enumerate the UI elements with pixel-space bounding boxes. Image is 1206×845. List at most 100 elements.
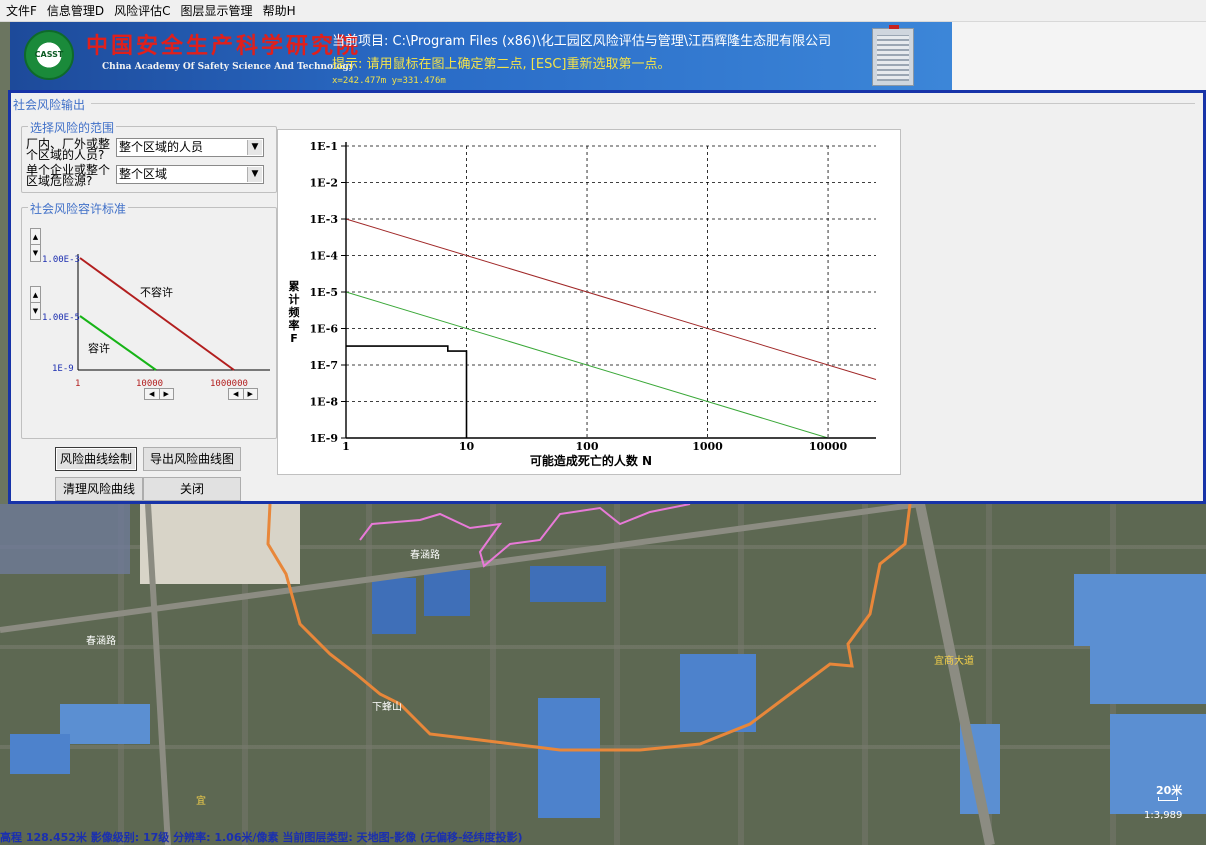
menu-risk-assessment[interactable]: 风险评估C: [114, 4, 171, 18]
spin-down-icon[interactable]: ▼: [32, 307, 39, 315]
fn-series-line-0: [345, 218, 877, 380]
status-bar: 高程 128.452米 影像级别: 17级 分辨率: 1.06米/像素 当前图层…: [0, 831, 523, 844]
x-tick-label: 10: [459, 440, 475, 453]
y-axis-label-char: 计: [289, 292, 300, 306]
y-axis-label-char: 率: [289, 318, 300, 332]
map-light-roof: [140, 504, 300, 584]
chevron-down-icon[interactable]: ▼: [247, 167, 262, 182]
criterion-xmid-label: 10000: [136, 379, 163, 389]
logo-text: CASST: [34, 50, 64, 59]
x-tick-label: 10000: [809, 440, 848, 453]
spin-right-icon[interactable]: ▶: [163, 390, 169, 398]
map-scale-bar: [1158, 797, 1178, 801]
map-blue-roof: [60, 704, 150, 744]
cursor-coordinates: x=242.477m y=331.476m: [332, 76, 446, 86]
road-label: 春涵路: [410, 548, 440, 561]
map-scale-label: 20米: [1156, 784, 1183, 797]
allowed-label: 容许: [88, 341, 110, 355]
upper-criterion-spinner[interactable]: ▲ ▼: [30, 228, 41, 262]
risk-range-legend: 选择风险的范围: [28, 119, 117, 136]
map-blue-roof: [10, 734, 70, 774]
close-button[interactable]: 关闭: [143, 477, 241, 501]
fn-series-line-1: [345, 291, 829, 439]
hint-text: 提示: 请用鼠标在图上确定第二点, [ESC]重新选取第一点。: [332, 57, 671, 72]
dialog-title: 社会风险输出: [13, 96, 88, 113]
map-blue-roof: [538, 698, 600, 818]
hazard-scope-select[interactable]: 整个区域 ▼: [116, 165, 264, 184]
criterion-lower-value: 1.00E-5: [42, 313, 80, 323]
mid-criterion-hspinner[interactable]: ◀ ▶: [144, 388, 174, 400]
personnel-scope-label: 厂内、厂外或整个区域的人员?: [26, 137, 111, 162]
spin-up-icon[interactable]: ▲: [31, 229, 40, 245]
x-tick-label: 1000: [692, 440, 723, 453]
criterion-xmin-label: 1: [75, 379, 80, 389]
x-tick-label: 1: [342, 440, 350, 453]
y-axis-label-char: 频: [289, 305, 300, 319]
map-blue-roof: [530, 566, 606, 602]
dialog-title-divider: [91, 103, 1195, 104]
not-allowed-label: 不容许: [140, 285, 173, 299]
current-project-path: 当前项目: C:\Program Files (x86)\化工园区风险评估与管理…: [332, 34, 832, 49]
y-tick-label: 1E-8: [310, 396, 339, 409]
spin-right-icon[interactable]: ▶: [247, 390, 253, 398]
max-criterion-hspinner[interactable]: ◀ ▶: [228, 388, 258, 400]
road-label: 宜商大道: [934, 654, 974, 667]
org-name-english: China Academy Of Safety Science And Tech…: [102, 62, 354, 72]
spin-down-icon[interactable]: ▼: [32, 249, 39, 257]
hazard-scope-value: 整个区域: [119, 167, 168, 181]
draw-risk-curve-button[interactable]: 风险曲线绘制: [55, 447, 137, 471]
risk-boundary-orange: [266, 504, 912, 752]
criterion-ymin-label: 1E-9: [52, 364, 74, 374]
menu-info-management[interactable]: 信息管理D: [46, 4, 105, 18]
spin-left-icon[interactable]: ◀: [145, 389, 160, 399]
y-tick-label: 1E-1: [310, 140, 338, 153]
tolerance-criterion-diagram: 1.00E-3 1.00E-5 1E-9 1 10000 1000000 不容许…: [42, 254, 270, 389]
personnel-scope-select[interactable]: 整个区域的人员 ▼: [116, 138, 264, 157]
y-axis-label-char: 累: [289, 280, 300, 293]
clear-risk-curve-button[interactable]: 清理风险曲线: [55, 477, 143, 501]
map-overlay: 春涵路 春涵路 下蜂山 宜商大道 宜: [0, 504, 1206, 845]
map-road: [145, 504, 171, 845]
building-image: [872, 25, 914, 86]
map-blue-roof: [372, 578, 416, 634]
y-tick-label: 1E-2: [310, 177, 338, 190]
fn-curve-chart-panel: 1E-1 1E-2 1E-3 1E-4 1E-5 1E-6 1E-7 1E-8 1E-9 1 10 1…: [277, 129, 901, 475]
y-tick-label: 1E-3: [310, 213, 338, 226]
banner-empty-area: [952, 22, 1206, 90]
y-tick-label: 1E-5: [310, 286, 338, 299]
y-tick-label: 1E-7: [310, 359, 338, 372]
risk-range-group: 选择风险的范围 厂内、厂外或整个区域的人员? 整个区域的人员 ▼ 单个企业或整个…: [21, 119, 277, 193]
spin-up-icon[interactable]: ▲: [31, 287, 40, 303]
org-name-chinese: 中国安全生产科学研究院: [86, 33, 362, 59]
menu-file[interactable]: 文件F: [6, 4, 37, 18]
map-blue-roof: [680, 654, 756, 732]
personnel-scope-value: 整个区域的人员: [119, 140, 204, 154]
map-blue-roof: [424, 570, 470, 616]
hazard-scope-label: 单个企业或整个区域危险源?: [26, 163, 111, 188]
map-scale-ratio: 1:3,989: [1144, 810, 1183, 821]
road-label: 春涵路: [86, 634, 116, 647]
y-tick-label: 1E-9: [310, 432, 338, 445]
y-tick-label: 1E-4: [310, 250, 339, 263]
x-tick-label: 100: [576, 440, 599, 453]
menu-layer-display[interactable]: 图层显示管理: [180, 4, 253, 18]
export-risk-curve-button[interactable]: 导出风险曲线图: [143, 447, 241, 471]
menu-help[interactable]: 帮助H: [262, 4, 296, 18]
risk-tolerance-legend: 社会风险容许标准: [28, 200, 129, 217]
risk-tolerance-group: 社会风险容许标准 ▲ ▼ ▲ ▼ 1.00E-3 1.00E-5 1E-9 1 …: [21, 200, 277, 439]
criterion-upper-value: 1.00E-3: [42, 255, 80, 265]
map-building-block: [0, 504, 130, 574]
satellite-map[interactable]: 春涵路 春涵路 下蜂山 宜商大道 宜: [0, 504, 1206, 845]
chevron-down-icon[interactable]: ▼: [247, 140, 262, 155]
lower-criterion-spinner[interactable]: ▲ ▼: [30, 286, 41, 320]
spin-left-icon[interactable]: ◀: [229, 389, 244, 399]
fn-series-line-2: [346, 345, 468, 438]
criterion-upper-line: [79, 257, 235, 371]
road-label: 宜: [196, 794, 206, 807]
place-label: 下蜂山: [372, 700, 402, 713]
y-axis-label-char: F: [290, 332, 298, 345]
social-risk-dialog: 社会风险输出 选择风险的范围 厂内、厂外或整个区域的人员? 整个区域的人员 ▼ …: [8, 90, 1206, 504]
app-banner: CASST 中国安全生产科学研究院 China Academy Of Safet…: [10, 22, 952, 90]
y-tick-label: 1E-6: [310, 323, 339, 336]
map-blue-roof: [1090, 644, 1206, 704]
